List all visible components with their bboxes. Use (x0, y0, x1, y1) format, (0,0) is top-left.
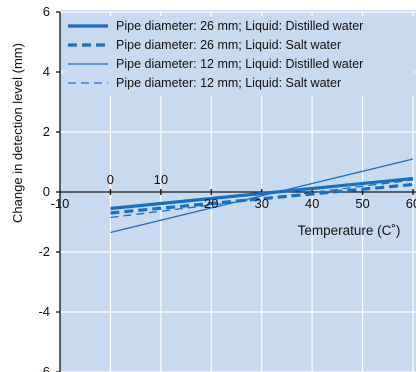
series-line (110, 179, 414, 219)
y-axis-label: Change in detection level (mm) (10, 43, 25, 223)
x-tick-label: 40 (305, 196, 319, 211)
series-line (110, 158, 414, 234)
y-tick-label: -4 (38, 304, 50, 319)
legend-label: Pipe diameter: 12 mm; Liquid: Distilled … (116, 57, 363, 71)
x-tick-label: 30 (254, 196, 268, 211)
x-tick-label: 20 (204, 196, 218, 211)
series-line (110, 182, 414, 215)
legend-label: Pipe diameter: 26 mm; Liquid: Distilled … (116, 19, 363, 33)
legend: Pipe diameter: 26 mm; Liquid: Distilled … (63, 16, 414, 96)
series-line (110, 176, 414, 211)
x-tick-label: 10 (154, 172, 168, 187)
x-tick-label: -10 (51, 196, 70, 211)
x-tick-label: 60 (406, 196, 416, 211)
y-tick-label: 2 (43, 124, 50, 139)
legend-label: Pipe diameter: 26 mm; Liquid: Salt water (116, 38, 341, 52)
x-tick-label: 0 (107, 172, 114, 187)
legend-label: Pipe diameter: 12 mm; Liquid: Salt water (116, 76, 341, 90)
x-axis-label: Temperature (C˚) (298, 223, 401, 238)
y-tick-label: 6 (43, 4, 50, 19)
series-lines (110, 158, 414, 234)
legend-background (63, 16, 414, 96)
y-tick-label: -2 (38, 244, 50, 259)
x-tick-label: 50 (355, 196, 369, 211)
y-tick-label: 0 (43, 184, 50, 199)
y-tick-label: -6 (38, 364, 50, 372)
y-tick-label: 4 (43, 64, 50, 79)
